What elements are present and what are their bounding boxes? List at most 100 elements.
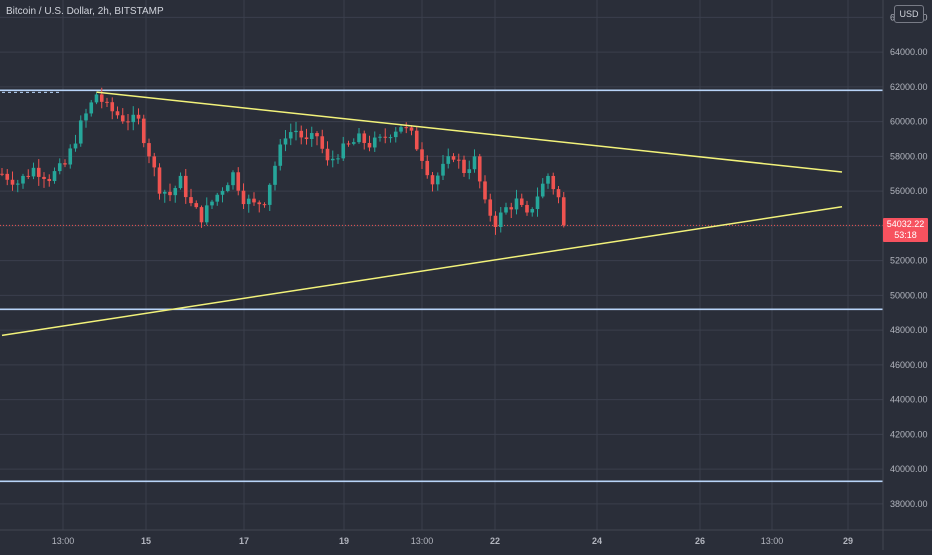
candle-body <box>288 132 293 139</box>
grid <box>0 0 883 530</box>
candle-body <box>78 120 83 144</box>
candle-body <box>246 198 251 205</box>
candle-body <box>157 167 162 194</box>
candle-body <box>446 156 451 164</box>
candle-body <box>330 158 335 161</box>
candle-body <box>10 179 15 185</box>
candle-body <box>220 190 225 195</box>
candle-body <box>199 207 204 223</box>
candle-body <box>194 203 199 208</box>
x-tick-label: 13:00 <box>761 536 784 546</box>
candle-body <box>467 169 472 174</box>
candle-body <box>514 198 519 210</box>
y-tick-label: 58000.00 <box>890 151 928 161</box>
candle-body <box>273 165 277 185</box>
candle-body <box>519 198 524 205</box>
candle-body <box>351 142 356 144</box>
y-tick-label: 38000.00 <box>890 499 928 509</box>
candle-body <box>551 175 556 190</box>
candle-body <box>99 94 104 102</box>
candle-body <box>404 127 409 129</box>
candle-body <box>278 144 283 166</box>
candle-body <box>525 204 529 213</box>
candle-body <box>435 175 440 185</box>
candle-body <box>31 167 36 177</box>
candle-body <box>414 130 419 150</box>
candle-body <box>388 137 393 139</box>
candle-body <box>52 171 57 182</box>
candle-body <box>141 118 146 144</box>
candle-body <box>47 178 52 182</box>
candle-body <box>241 190 246 205</box>
candle-body <box>21 175 25 184</box>
candle-body <box>341 143 346 159</box>
x-tick-label: 13:00 <box>52 536 75 546</box>
candle-body <box>231 172 235 186</box>
trendline-upper <box>96 91 843 173</box>
y-tick-label: 40000.00 <box>890 464 928 474</box>
candle-body <box>320 136 325 149</box>
candle-body <box>126 121 130 123</box>
candle-body <box>225 185 230 191</box>
candle-body <box>425 160 430 176</box>
candle-body <box>325 148 330 161</box>
candle-body <box>409 127 414 131</box>
currency-button[interactable]: USD <box>894 5 924 23</box>
candle-body <box>236 172 241 191</box>
candle-body <box>120 115 125 122</box>
y-tick-label: 42000.00 <box>890 429 928 439</box>
candle-body <box>367 142 372 148</box>
candle-body <box>372 137 377 148</box>
candle-body <box>294 130 298 133</box>
bar-countdown: 53:18 <box>894 230 917 240</box>
candle-body <box>5 173 10 180</box>
y-tick-label: 50000.00 <box>890 290 928 300</box>
y-tick-label: 52000.00 <box>890 256 928 266</box>
candle-body <box>115 111 120 116</box>
x-tick-label: 24 <box>592 536 602 546</box>
candle-body <box>561 197 566 226</box>
candle-body <box>136 114 141 119</box>
candle-body <box>68 148 73 165</box>
candle-body <box>152 156 157 168</box>
candle-body <box>483 181 487 200</box>
candle-body <box>430 175 435 185</box>
x-tick-label: 17 <box>239 536 249 546</box>
candle-body <box>42 176 46 179</box>
trendlines <box>1 91 843 337</box>
candle-body <box>378 136 382 138</box>
x-tick-label: 22 <box>490 536 500 546</box>
candle-body <box>556 189 561 198</box>
candle-body <box>315 133 319 137</box>
candle-body <box>63 163 67 165</box>
candle-body <box>210 201 214 206</box>
candle-body <box>493 215 498 228</box>
candle-body <box>147 143 151 157</box>
candle-body <box>309 133 314 139</box>
candle-body <box>283 138 288 145</box>
candle-body <box>477 156 482 182</box>
candle-body <box>456 159 461 161</box>
symbol-title: Bitcoin / U.S. Dollar, 2h, BITSTAMP <box>6 6 164 17</box>
candle-body <box>357 133 361 143</box>
y-tick-label: 48000.00 <box>890 325 928 335</box>
candle-body <box>57 163 62 172</box>
y-tick-label: 64000.00 <box>890 47 928 57</box>
x-tick-label: 29 <box>843 536 853 546</box>
candle-body <box>472 156 477 170</box>
candle-body <box>504 207 508 213</box>
candle-body <box>488 199 493 216</box>
candle-body <box>168 191 172 196</box>
candle-body <box>189 197 193 204</box>
candle-body <box>299 130 304 138</box>
candle-body <box>530 209 535 213</box>
candle-body <box>540 183 545 197</box>
candle-body <box>399 127 403 132</box>
x-tick-label: 26 <box>695 536 705 546</box>
candle-body <box>110 102 115 112</box>
y-tick-label: 60000.00 <box>890 117 928 127</box>
candle-body <box>441 163 445 176</box>
candle-body <box>257 202 262 205</box>
